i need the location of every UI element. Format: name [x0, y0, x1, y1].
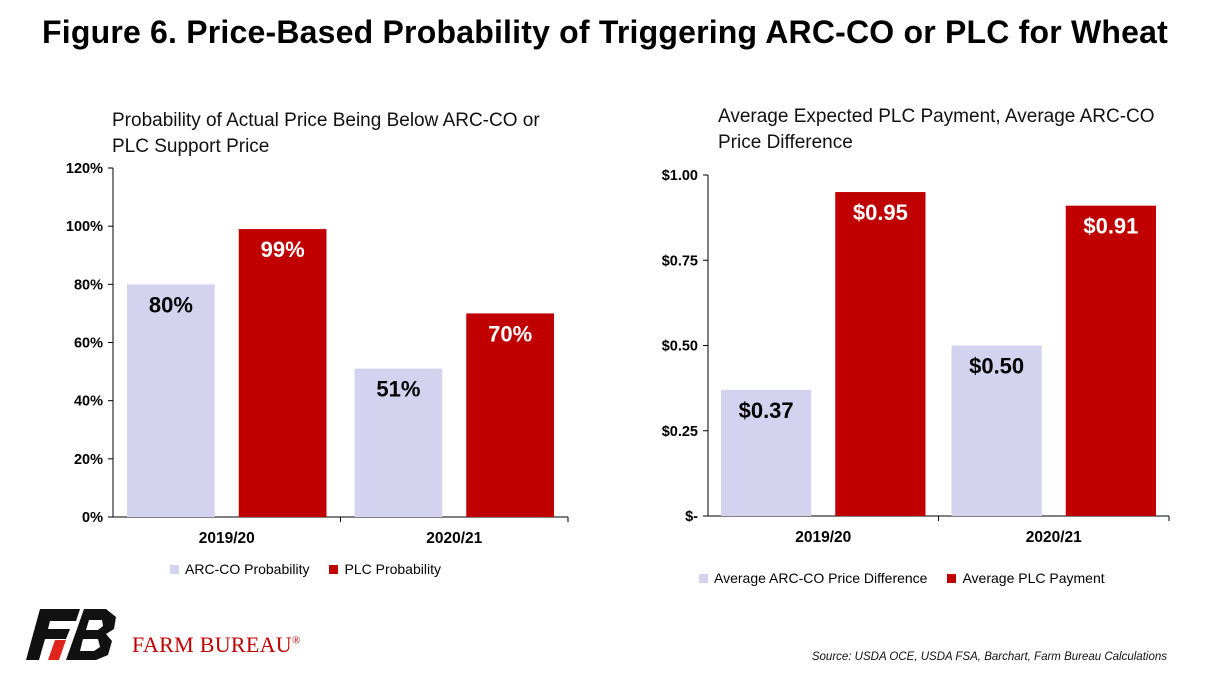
- arc-bar: [127, 284, 215, 517]
- left-chart-legend: ARC-CO Probability PLC Probability: [170, 561, 441, 577]
- arc-bar: [354, 368, 443, 517]
- data-label: $0.91: [1083, 214, 1138, 239]
- legend-label-plc: Average PLC Payment: [962, 570, 1105, 586]
- x-tick-label: 2020/21: [1026, 529, 1082, 546]
- arc-bar: [721, 389, 812, 516]
- right-chart-title: Average Expected PLC Payment, Average AR…: [718, 106, 1155, 153]
- legend-swatch-plc: [947, 573, 957, 583]
- legend-item-plc-probability: PLC Probability: [329, 561, 441, 577]
- legend-label-arc: Average ARC-CO Price Difference: [714, 570, 928, 586]
- y-tick-label: 20%: [74, 452, 103, 468]
- y-tick-label: 120%: [66, 161, 103, 177]
- plc-bar: [238, 229, 327, 517]
- x-tick-label: 2020/21: [426, 530, 482, 547]
- wordmark-text: FARM BUREAU: [132, 632, 292, 657]
- data-label: 80%: [149, 292, 193, 317]
- y-tick-label: 40%: [74, 394, 103, 410]
- legend-swatch-arc: [170, 564, 179, 574]
- plc-bar: [1065, 205, 1156, 516]
- page-title: Figure 6. Price-Based Probability of Tri…: [41, 14, 1169, 50]
- registered-mark: ®: [291, 634, 301, 647]
- y-tick-label: 80%: [74, 277, 103, 293]
- source-note: Source: USDA OCE, USDA FSA, Barchart, Fa…: [811, 651, 1167, 663]
- data-label: 70%: [488, 321, 532, 346]
- data-label: 99%: [261, 237, 305, 262]
- data-label: 51%: [376, 377, 420, 402]
- x-tick-label: 2019/20: [795, 529, 851, 546]
- legend-item-arc-probability: ARC-CO Probability: [170, 561, 309, 577]
- legend-swatch-plc: [329, 564, 339, 574]
- y-tick-label: $0.75: [662, 253, 698, 269]
- y-tick-label: $0.50: [662, 339, 698, 355]
- arc-bar: [951, 345, 1042, 516]
- legend-label-plc: PLC Probability: [344, 561, 441, 577]
- data-label: $0.37: [739, 398, 794, 423]
- y-tick-label: $1.00: [662, 168, 698, 184]
- y-tick-label: $0.25: [662, 424, 698, 440]
- data-label: $0.50: [969, 354, 1024, 379]
- data-label: $0.95: [853, 200, 908, 225]
- right-chart-legend: Average ARC-CO Price Difference Average …: [699, 570, 1105, 586]
- farm-bureau-logo-icon: [26, 609, 116, 660]
- legend-item-arc-difference: Average ARC-CO Price Difference: [699, 570, 927, 586]
- y-tick-label: 60%: [74, 336, 103, 352]
- legend-swatch-arc: [699, 573, 708, 583]
- plc-bar: [466, 313, 554, 517]
- y-tick-label: 0%: [82, 510, 103, 526]
- legend-item-plc-payment: Average PLC Payment: [947, 570, 1105, 586]
- farm-bureau-wordmark: FARM BUREAU®: [132, 632, 301, 658]
- y-tick-label: 100%: [66, 219, 103, 235]
- left-chart-title: Probability of Actual Price Being Below …: [112, 110, 540, 157]
- legend-label-arc: ARC-CO Probability: [185, 561, 310, 577]
- x-tick-label: 2019/20: [199, 530, 255, 547]
- y-tick-label: $-: [685, 509, 698, 525]
- plc-bar: [835, 192, 926, 517]
